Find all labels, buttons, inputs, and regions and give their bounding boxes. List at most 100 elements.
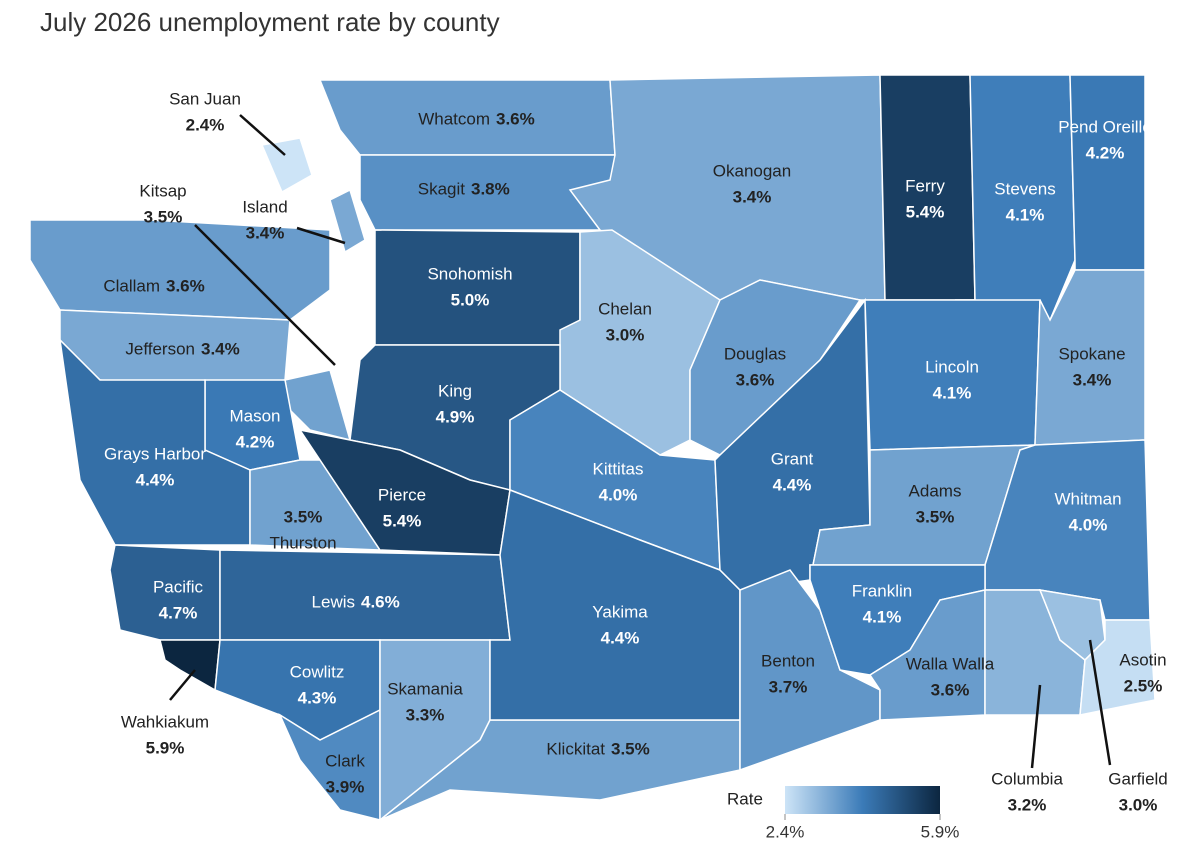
county-name: Island [242,197,287,216]
county-name: Skagit [418,179,466,198]
callout-line [239,114,286,156]
county-name: Grant [771,449,814,468]
county-rate: 3.6% [166,276,205,295]
callout-line [1088,639,1112,766]
county-name: Yakima [592,602,648,621]
county-name: Pend Oreille [1058,117,1152,136]
county-name: Pacific [153,577,204,596]
county-name: Wahkiakum [121,712,209,731]
county-name: Thurston [269,533,336,552]
county-rate: 4.2% [236,432,275,451]
county-rate: 5.0% [451,290,490,309]
county [159,639,221,692]
labels: Whatcom 3.6% San Juan 2.4% Skagit 3.8% Okanoga… [103,89,1167,814]
county-name: Chelan [598,299,652,318]
county-name: Whitman [1054,489,1121,508]
county-rate: 3.5% [284,507,323,526]
county-rate: 4.7% [159,603,198,622]
county-name: Stevens [994,179,1055,198]
county-rate: 3.6% [736,370,775,389]
county-rate: 3.4% [733,187,772,206]
legend-gradient [785,786,940,814]
county-rate: 4.3% [298,688,337,707]
county-rate: 3.6% [931,680,970,699]
county-rate: 3.0% [1119,795,1158,814]
county-name: Mason [229,406,280,425]
county-name: Klickitat [546,739,605,758]
callout-line [169,669,196,701]
map-title: July 2026 unemployment rate by county [40,7,500,37]
county-rate: 3.2% [1008,795,1047,814]
county-rate: 3.9% [326,777,365,796]
county-name: Cowlitz [290,662,345,681]
county-rate: 2.4% [186,115,225,134]
legend-tick-label: 5.9% [921,822,960,841]
county-rate: 3.5% [916,507,955,526]
county-name: Skamania [387,679,463,698]
county-name: Walla Walla [906,654,995,673]
county-rate: 2.5% [1124,676,1163,695]
county-rate: 4.4% [773,475,812,494]
county-name: Whatcom [418,109,490,128]
county-name: Douglas [724,344,786,363]
county-name: Jefferson [125,339,195,358]
county-rate: 5.4% [383,511,422,530]
legend-title: Rate [727,789,763,808]
county-rate: 3.6% [496,109,535,128]
county [559,229,721,456]
counties [29,74,1156,822]
county-rate: 4.4% [601,628,640,647]
county-rate: 4.4% [136,470,175,489]
callout-line [296,226,346,245]
county-rate: 3.8% [471,179,510,198]
county [489,488,741,721]
county-name: Adams [909,481,962,500]
county-rate: 4.1% [933,383,972,402]
county [329,188,366,254]
county-name: Grays Harbor [104,444,206,463]
county-rate: 3.0% [606,325,645,344]
county-name: Franklin [852,581,912,600]
county-rate: 4.1% [1006,205,1045,224]
county-name: Pierce [378,485,426,504]
county-name: Benton [761,651,815,670]
county-rate: 5.4% [906,202,945,221]
county-rate: 4.0% [599,485,638,504]
callout-line [1030,684,1042,769]
county [374,229,581,346]
callouts [169,114,1112,769]
county [260,137,313,194]
county [1069,74,1146,271]
county-name: Ferry [905,176,945,195]
county-name: San Juan [169,89,241,108]
county-name: Clark [325,751,365,770]
county-rate: 4.6% [361,592,400,611]
county [359,154,616,231]
county-name: Asotin [1119,650,1166,669]
county [29,219,331,321]
county-name: Garfield [1108,769,1168,788]
county-rate: 3.4% [201,339,240,358]
county-name: Kitsap [139,181,186,200]
county-rate: 3.4% [1073,370,1112,389]
callout-line [194,224,336,366]
county-rate: 4.0% [1069,515,1108,534]
county-rate: 4.9% [436,407,475,426]
county-name: Lincoln [925,357,979,376]
county-name: Snohomish [427,264,512,283]
county-rate: 5.9% [146,738,185,757]
county-rate: 3.5% [144,207,183,226]
county-rate: 3.4% [246,223,285,242]
county-name: King [438,381,472,400]
county-rate: 3.7% [769,677,808,696]
county-rate: 4.1% [863,607,902,626]
county-rate: 3.5% [611,739,650,758]
county-name: Lewis [312,592,355,611]
county-name: Spokane [1058,344,1125,363]
county-rate: 4.2% [1086,143,1125,162]
county-name: Columbia [991,769,1063,788]
county-name: Okanogan [713,161,791,180]
county-name: Clallam [103,276,160,295]
county-name: Kittitas [592,459,643,478]
